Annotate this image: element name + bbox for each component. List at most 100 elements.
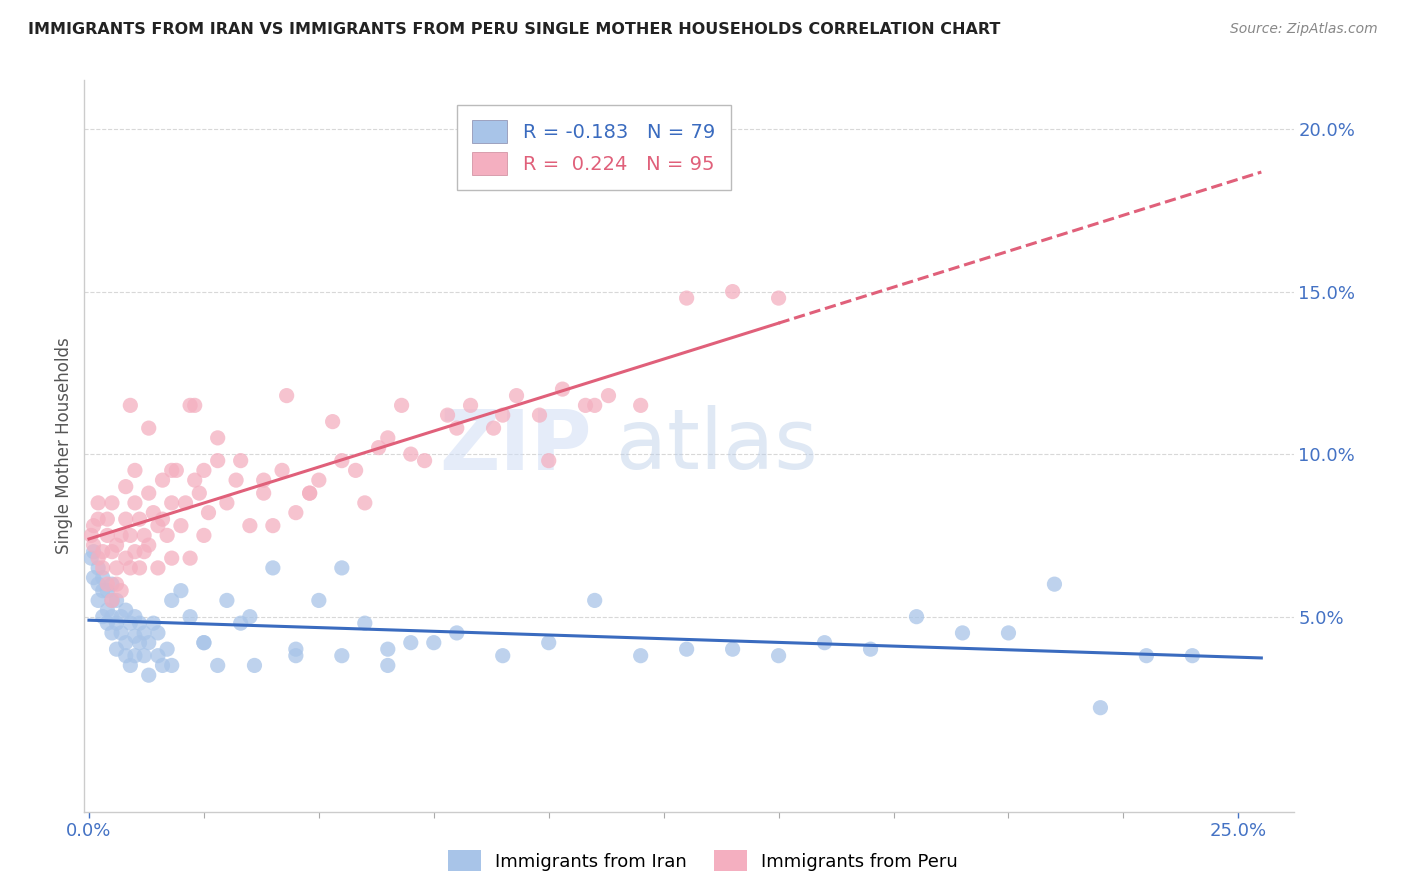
Point	[101, 544, 124, 558]
Point	[91, 609, 114, 624]
Legend: Immigrants from Iran, Immigrants from Peru: Immigrants from Iran, Immigrants from Pe…	[441, 843, 965, 879]
Point	[152, 512, 174, 526]
Point	[298, 486, 321, 500]
Point	[120, 398, 142, 412]
Point	[859, 642, 882, 657]
Text: IMMIGRANTS FROM IRAN VS IMMIGRANTS FROM PERU SINGLE MOTHER HOUSEHOLDS CORRELATIO: IMMIGRANTS FROM IRAN VS IMMIGRANTS FROM …	[28, 22, 1001, 37]
Point	[134, 528, 156, 542]
Point	[134, 648, 156, 663]
Point	[87, 512, 110, 526]
Point	[134, 626, 156, 640]
Point	[482, 421, 505, 435]
Point	[353, 616, 375, 631]
Point	[284, 648, 307, 663]
Point	[460, 398, 482, 412]
Point	[183, 398, 205, 412]
Point	[96, 583, 118, 598]
Point	[262, 518, 284, 533]
Point	[105, 538, 128, 552]
Point	[207, 453, 229, 467]
Point	[583, 398, 606, 412]
Point	[96, 603, 118, 617]
Point	[330, 561, 353, 575]
Point	[87, 577, 110, 591]
Point	[193, 528, 215, 542]
Point	[330, 453, 353, 467]
Point	[134, 544, 156, 558]
Point	[239, 609, 262, 624]
Point	[146, 518, 169, 533]
Point	[391, 398, 413, 412]
Point	[83, 518, 105, 533]
Point	[276, 389, 298, 403]
Point	[284, 506, 307, 520]
Point	[905, 609, 928, 624]
Point	[105, 642, 128, 657]
Y-axis label: Single Mother Households: Single Mother Households	[55, 338, 73, 554]
Point	[721, 642, 744, 657]
Text: atlas: atlas	[616, 406, 818, 486]
Point	[630, 398, 652, 412]
Point	[308, 473, 330, 487]
Point	[768, 648, 790, 663]
Point	[183, 473, 205, 487]
Point	[207, 658, 229, 673]
Legend: R = -0.183   N = 79, R =  0.224   N = 95: R = -0.183 N = 79, R = 0.224 N = 95	[457, 104, 731, 190]
Point	[1181, 648, 1204, 663]
Point	[952, 626, 974, 640]
Point	[124, 544, 146, 558]
Point	[598, 389, 620, 403]
Point	[101, 626, 124, 640]
Point	[152, 473, 174, 487]
Point	[80, 551, 103, 566]
Point	[105, 593, 128, 607]
Point	[630, 648, 652, 663]
Point	[83, 571, 105, 585]
Point	[551, 382, 574, 396]
Point	[87, 551, 110, 566]
Point	[492, 408, 515, 422]
Point	[344, 463, 367, 477]
Point	[188, 486, 211, 500]
Point	[120, 528, 142, 542]
Point	[110, 528, 132, 542]
Point	[156, 642, 179, 657]
Point	[105, 577, 128, 591]
Point	[120, 658, 142, 673]
Point	[215, 593, 238, 607]
Point	[110, 626, 132, 640]
Point	[179, 609, 201, 624]
Point	[193, 463, 215, 477]
Point	[399, 635, 422, 649]
Point	[110, 609, 132, 624]
Point	[179, 551, 201, 566]
Point	[446, 421, 468, 435]
Point	[160, 463, 183, 477]
Point	[215, 496, 238, 510]
Point	[80, 528, 103, 542]
Point	[446, 626, 468, 640]
Point	[367, 441, 389, 455]
Point	[207, 431, 229, 445]
Point	[96, 616, 118, 631]
Point	[768, 291, 790, 305]
Point	[114, 551, 136, 566]
Point	[197, 506, 219, 520]
Point	[142, 616, 165, 631]
Point	[91, 561, 114, 575]
Point	[152, 658, 174, 673]
Point	[87, 561, 110, 575]
Point	[284, 642, 307, 657]
Point	[271, 463, 294, 477]
Point	[160, 551, 183, 566]
Point	[120, 616, 142, 631]
Text: Source: ZipAtlas.com: Source: ZipAtlas.com	[1230, 22, 1378, 37]
Point	[146, 648, 169, 663]
Point	[96, 577, 118, 591]
Point	[101, 496, 124, 510]
Point	[138, 635, 160, 649]
Point	[114, 635, 136, 649]
Point	[174, 496, 197, 510]
Point	[262, 561, 284, 575]
Point	[146, 626, 169, 640]
